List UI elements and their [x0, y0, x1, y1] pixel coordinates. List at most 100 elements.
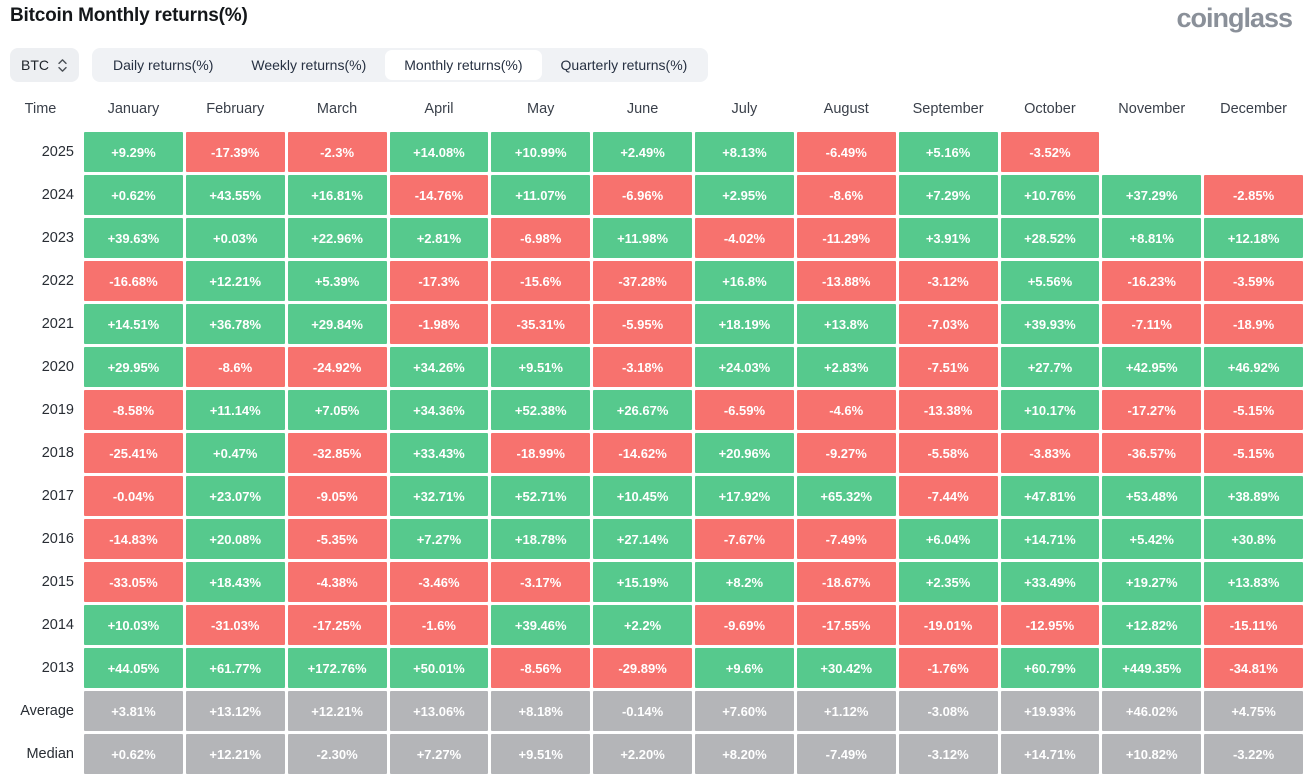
tab-quarterly-returns[interactable]: Quarterly returns(%)	[560, 57, 688, 73]
return-cell-2015-october: +33.49%	[1000, 562, 1100, 602]
return-cell-2020-january: +29.95%	[84, 347, 183, 387]
return-cell-2020-september: -7.51%	[898, 347, 998, 387]
return-cell-2021-july: +18.19%	[695, 304, 794, 344]
returns-period-tabbar: Daily returns(%) Weekly returns(%) Monthly…	[92, 48, 709, 82]
return-cell-2019-may: +52.38%	[491, 390, 591, 430]
return-cell-2018-may: -18.99%	[491, 433, 591, 473]
column-header-may: May	[527, 101, 555, 117]
return-cell-2025-february: -17.39%	[185, 132, 285, 172]
return-cell-2017-december: +38.89%	[1204, 476, 1303, 516]
return-cell-2020-february: -8.6%	[185, 347, 285, 387]
return-cell-2023-september: +3.91%	[898, 218, 998, 258]
return-cell-average-may: +8.18%	[491, 691, 591, 731]
return-cell-2022-january: -16.68%	[84, 261, 183, 301]
tab-monthly-returns[interactable]: Monthly returns(%)	[385, 50, 542, 80]
return-cell-average-february: +13.12%	[185, 691, 285, 731]
return-cell-2018-october: -3.83%	[1000, 433, 1100, 473]
column-header-june: June	[626, 101, 659, 117]
return-cell-2019-april: +34.36%	[389, 390, 489, 430]
return-cell-2013-april: +50.01%	[389, 648, 489, 688]
return-cell-2024-june: -6.96%	[593, 175, 692, 215]
return-cell-2021-november: -7.11%	[1102, 304, 1202, 344]
return-cell-2021-march: +29.84%	[287, 304, 387, 344]
return-cell-average-september: -3.08%	[898, 691, 998, 731]
return-cell-median-january: +0.62%	[84, 734, 183, 774]
return-cell-median-may: +9.51%	[491, 734, 591, 774]
return-cell-2018-january: -25.41%	[84, 433, 183, 473]
return-cell-empty	[1102, 132, 1201, 172]
return-cell-2023-august: -11.29%	[796, 218, 896, 258]
return-cell-2015-march: -4.38%	[287, 562, 387, 602]
return-cell-2024-march: +16.81%	[287, 175, 387, 215]
return-cell-median-november: +10.82%	[1102, 734, 1202, 774]
return-cell-2017-march: -9.05%	[287, 476, 387, 516]
symbol-select-value: BTC	[21, 57, 49, 73]
return-cell-2022-april: -17.3%	[389, 261, 489, 301]
symbol-select[interactable]: BTC	[10, 48, 79, 82]
return-cell-2025-april: +14.08%	[389, 132, 489, 172]
return-cell-2016-april: +7.27%	[389, 519, 489, 559]
page-title: Bitcoin Monthly returns(%)	[10, 5, 248, 26]
return-cell-2015-july: +8.2%	[695, 562, 794, 602]
return-cell-2017-february: +23.07%	[185, 476, 285, 516]
return-cell-2020-april: +34.26%	[389, 347, 489, 387]
return-cell-2016-july: -7.67%	[695, 519, 794, 559]
return-cell-2014-september: -19.01%	[898, 605, 998, 645]
return-cell-average-june: -0.14%	[593, 691, 692, 731]
return-cell-2019-august: -4.6%	[796, 390, 896, 430]
return-cell-2019-november: -17.27%	[1102, 390, 1202, 430]
return-cell-2025-august: -6.49%	[796, 132, 896, 172]
return-cell-2024-may: +11.07%	[491, 175, 591, 215]
column-header-march: March	[316, 101, 358, 117]
return-cell-average-january: +3.81%	[84, 691, 183, 731]
return-cell-2016-june: +27.14%	[593, 519, 692, 559]
return-cell-2019-january: -8.58%	[84, 390, 183, 430]
return-cell-2021-february: +36.78%	[185, 304, 285, 344]
monthly-returns-table: Time January February March April May June July…	[0, 89, 1308, 774]
controls-row: BTC Daily returns(%) Weekly returns(%) Mon…	[0, 48, 1308, 82]
return-cell-2020-october: +27.7%	[1000, 347, 1100, 387]
return-cell-2015-august: -18.67%	[796, 562, 896, 602]
column-header-december: December	[1220, 101, 1288, 117]
return-cell-2019-september: -13.38%	[898, 390, 998, 430]
return-cell-median-june: +2.20%	[593, 734, 692, 774]
return-cell-2019-december: -5.15%	[1204, 390, 1303, 430]
tab-weekly-returns[interactable]: Weekly returns(%)	[251, 57, 367, 73]
return-cell-median-august: -7.49%	[796, 734, 896, 774]
return-cell-empty	[1204, 132, 1303, 172]
return-cell-2023-november: +8.81%	[1102, 218, 1202, 258]
return-cell-average-august: +1.12%	[796, 691, 896, 731]
return-cell-2019-february: +11.14%	[185, 390, 285, 430]
return-cell-2016-december: +30.8%	[1204, 519, 1303, 559]
return-cell-2021-january: +14.51%	[84, 304, 183, 344]
return-cell-2024-january: +0.62%	[84, 175, 183, 215]
return-cell-2025-october: -3.52%	[1000, 132, 1100, 172]
return-cell-2024-october: +10.76%	[1000, 175, 1100, 215]
return-cell-2016-november: +5.42%	[1102, 519, 1202, 559]
tab-daily-returns[interactable]: Daily returns(%)	[113, 57, 214, 73]
return-cell-2018-june: -14.62%	[593, 433, 692, 473]
return-cell-2024-november: +37.29%	[1102, 175, 1202, 215]
return-cell-2017-november: +53.48%	[1102, 476, 1202, 516]
return-cell-2021-april: -1.98%	[389, 304, 489, 344]
return-cell-2022-november: -16.23%	[1102, 261, 1202, 301]
return-cell-2021-august: +13.8%	[796, 304, 896, 344]
return-cell-2022-september: -3.12%	[898, 261, 998, 301]
return-cell-median-september: -3.12%	[898, 734, 998, 774]
row-label-average: Average	[20, 703, 74, 719]
return-cell-2022-july: +16.8%	[695, 261, 794, 301]
return-cell-2023-june: +11.98%	[593, 218, 692, 258]
return-cell-2019-october: +10.17%	[1000, 390, 1100, 430]
return-cell-2025-june: +2.49%	[593, 132, 692, 172]
chevron-updown-icon	[57, 58, 68, 73]
return-cell-2025-september: +5.16%	[898, 132, 998, 172]
column-header-time: Time	[24, 101, 57, 117]
return-cell-2025-january: +9.29%	[84, 132, 183, 172]
return-cell-2021-june: -5.95%	[593, 304, 692, 344]
return-cell-2022-february: +12.21%	[185, 261, 285, 301]
coinglass-logo: coinglass	[1176, 3, 1293, 33]
return-cell-2018-july: +20.96%	[695, 433, 794, 473]
return-cell-2018-march: -32.85%	[287, 433, 387, 473]
return-cell-2018-august: -9.27%	[796, 433, 896, 473]
return-cell-2015-september: +2.35%	[898, 562, 998, 602]
